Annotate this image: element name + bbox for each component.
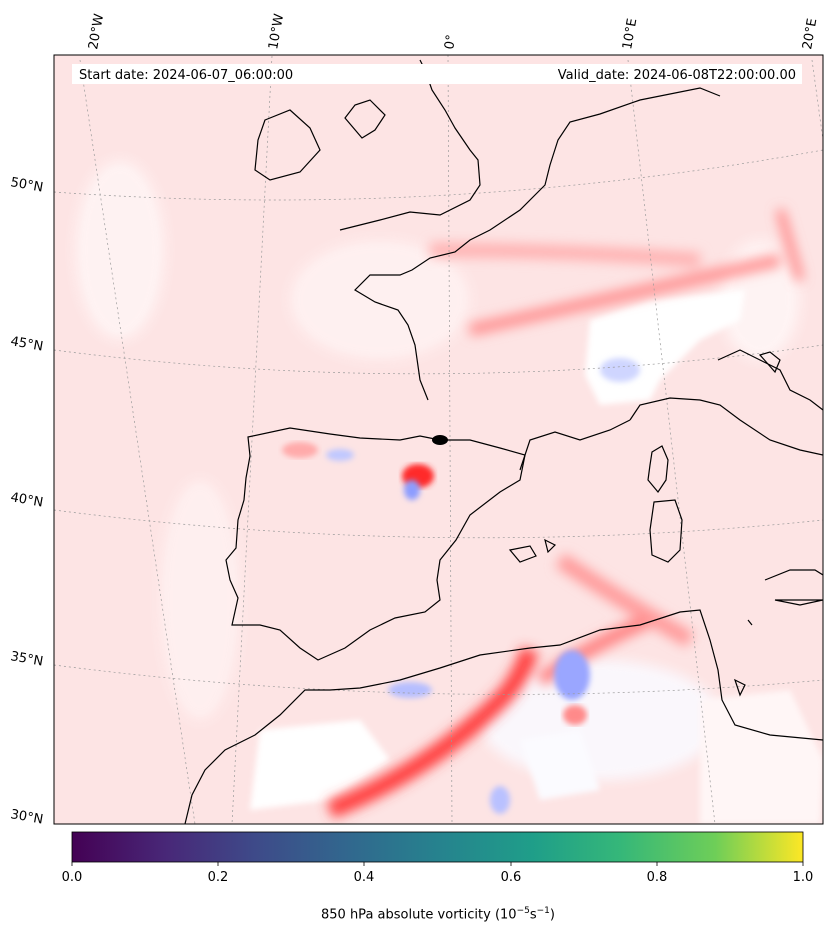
colorbar-tick-0: 0.0 — [61, 870, 83, 885]
lon-label-20w: 20°W — [86, 13, 107, 51]
graticule — [54, 55, 823, 824]
lat-label-50n: 50°N — [9, 175, 44, 195]
colorbar-label: 850 hPa absolute vorticity (10−5s−1) — [321, 906, 555, 923]
colorbar-tick-5: 1.0 — [792, 870, 814, 885]
lon-label-0: 0° — [442, 34, 459, 51]
valid-date-text: Valid_date: 2024-06-08T22:00:00.00 — [558, 68, 796, 83]
title-box — [72, 64, 802, 84]
lon-label-10e: 10°E — [620, 17, 640, 50]
colorbar — [71, 831, 804, 863]
lat-label-40n: 40°N — [9, 490, 44, 510]
lon-label-20e: 20°E — [800, 17, 820, 50]
colorbar-ticks — [71, 862, 804, 866]
start-date-text: Start date: 2024-06-07_06:00:00 — [79, 68, 293, 83]
lat-label-30n: 30°N — [9, 807, 44, 827]
location-marker — [432, 435, 448, 445]
map-frame — [53, 54, 824, 825]
colorbar-tick-3: 0.6 — [500, 870, 522, 885]
colorbar-tick-4: 0.8 — [646, 870, 668, 885]
colorbar-tick-1: 0.2 — [207, 870, 229, 885]
lat-label-45n: 45°N — [9, 334, 44, 354]
lat-label-35n: 35°N — [9, 649, 44, 669]
lon-label-10w: 10°W — [266, 13, 287, 51]
colorbar-tick-2: 0.4 — [353, 870, 375, 885]
vorticity-field — [54, 55, 823, 824]
